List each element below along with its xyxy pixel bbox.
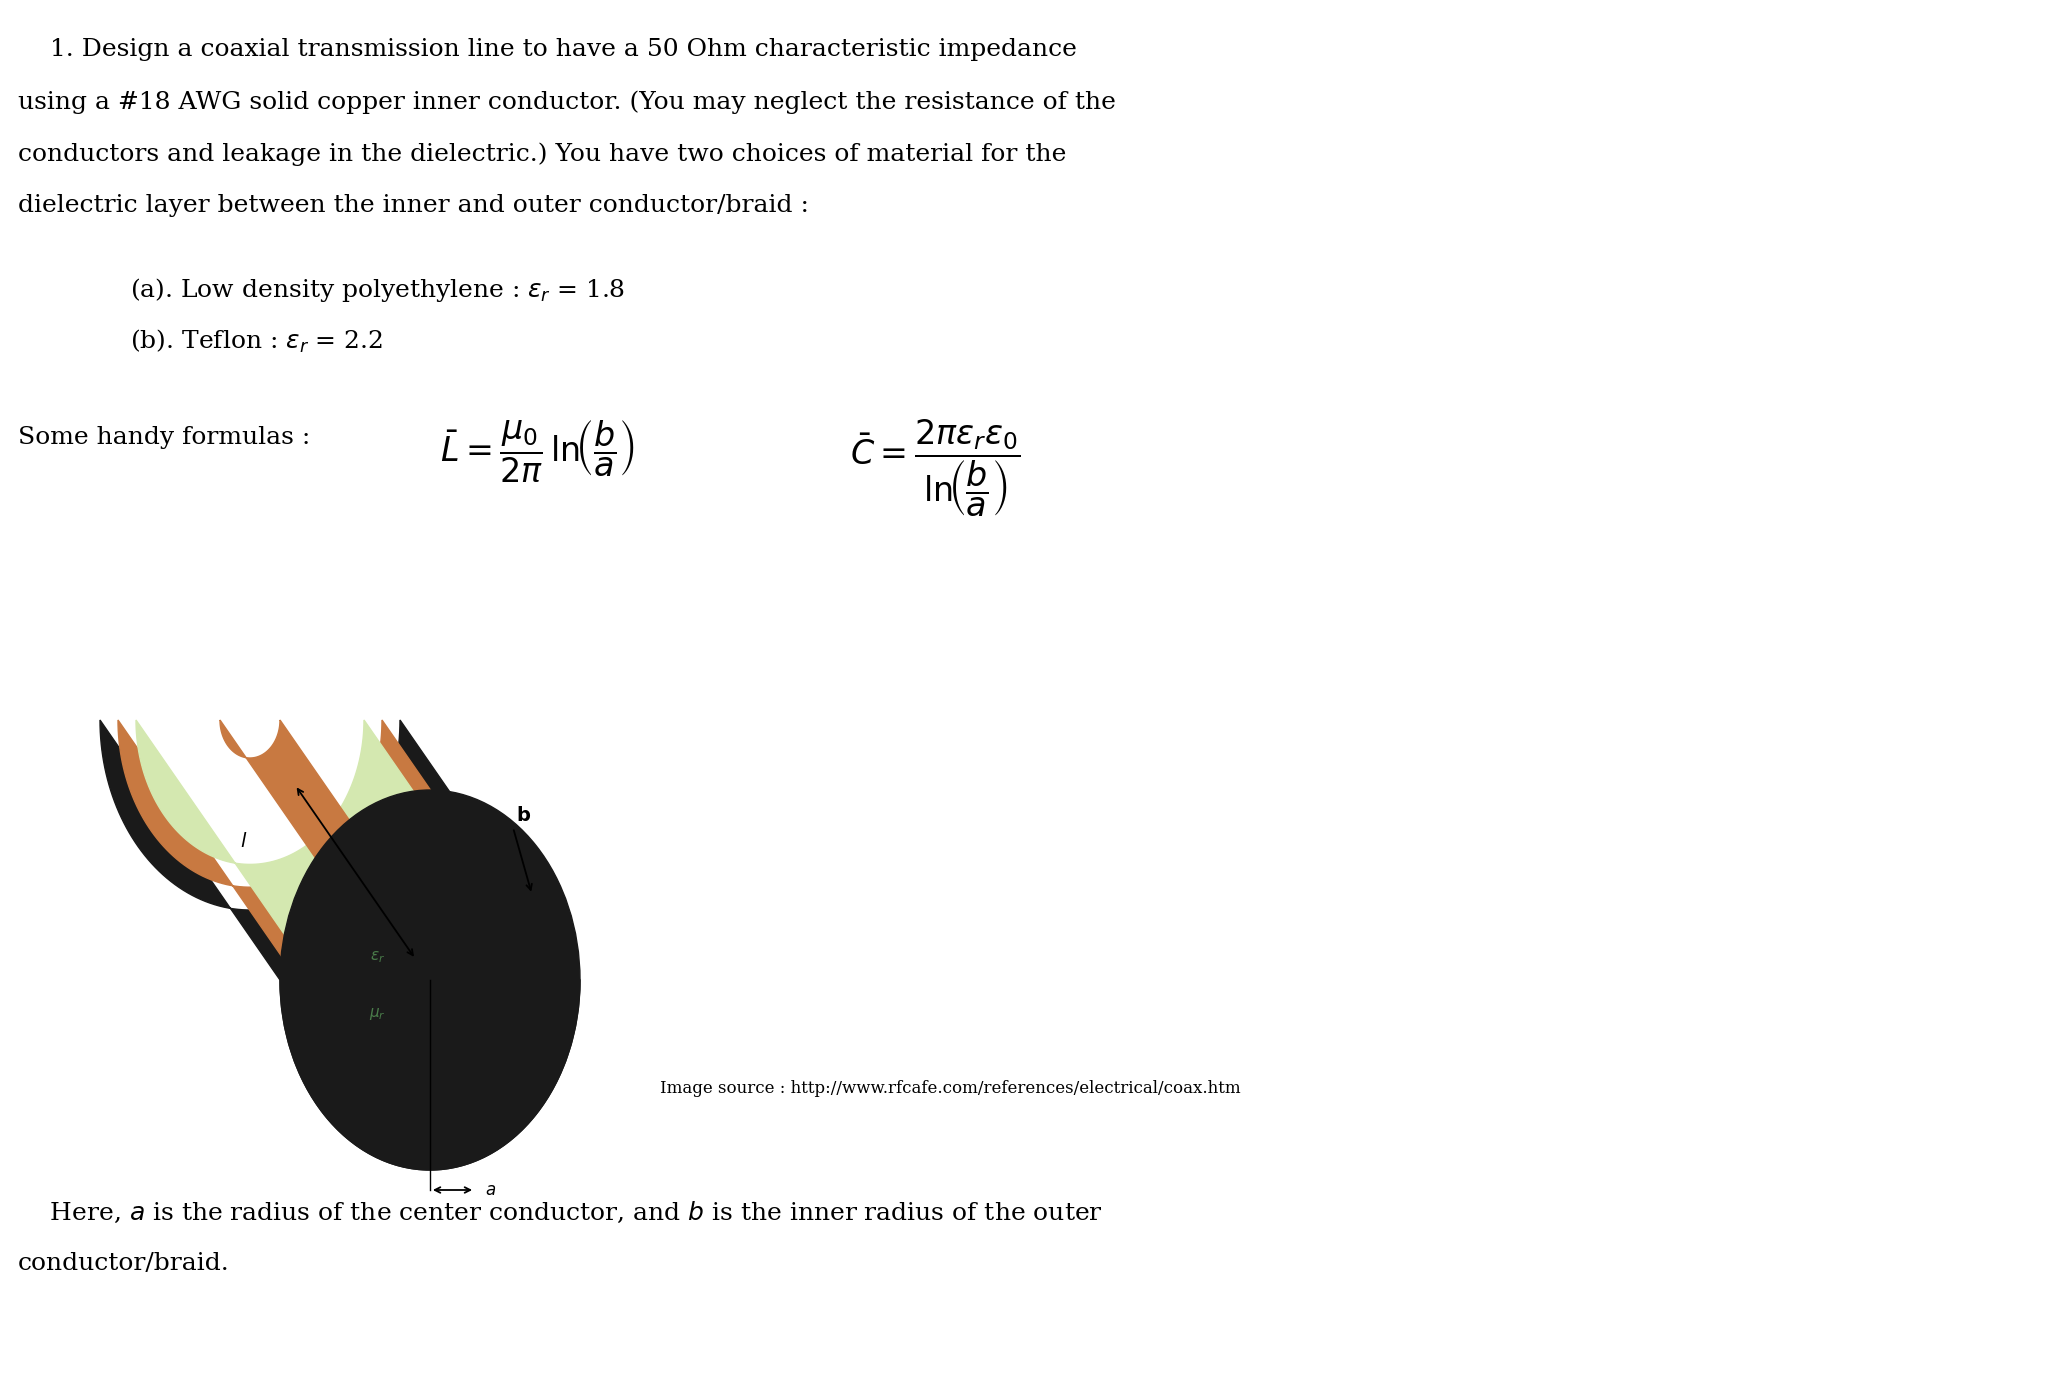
- Text: Here, $\mathit{a}$ is the radius of the center conductor, and $\mathit{b}$ is th: Here, $\mathit{a}$ is the radius of the …: [18, 1200, 1103, 1226]
- Text: conductor/braid.: conductor/braid.: [18, 1252, 229, 1274]
- Ellipse shape: [299, 813, 563, 1147]
- Ellipse shape: [280, 790, 579, 1170]
- Text: $\bar{L} = \dfrac{\mu_0}{2\pi}\,\mathrm{ln}\!\left(\dfrac{b}{a}\right)$: $\bar{L} = \dfrac{\mu_0}{2\pi}\,\mathrm{…: [440, 418, 634, 484]
- Text: using a #18 AWG solid copper inner conductor. (You may neglect the resistance of: using a #18 AWG solid copper inner condu…: [18, 90, 1115, 113]
- Text: l: l: [239, 831, 246, 851]
- Text: dielectric layer between the inner and outer conductor/braid :: dielectric layer between the inner and o…: [18, 194, 808, 217]
- Ellipse shape: [401, 942, 460, 1018]
- Polygon shape: [135, 720, 544, 1125]
- Text: Some handy formulas :: Some handy formulas :: [18, 427, 319, 449]
- Polygon shape: [119, 720, 563, 1147]
- Text: $\bar{C} = \dfrac{2\pi\varepsilon_r\varepsilon_0}{\mathrm{ln}\!\left(\dfrac{b}{a: $\bar{C} = \dfrac{2\pi\varepsilon_r\vare…: [849, 418, 1021, 519]
- Polygon shape: [100, 720, 579, 1170]
- Ellipse shape: [417, 965, 442, 995]
- Text: $\varepsilon_r$: $\varepsilon_r$: [370, 950, 385, 965]
- Text: b: b: [516, 806, 530, 825]
- Text: Image source : http://www.rfcafe.com/references/electrical/coax.htm: Image source : http://www.rfcafe.com/ref…: [661, 1080, 1240, 1097]
- Text: 1. Design a coaxial transmission line to have a 50 Ohm characteristic impedance: 1. Design a coaxial transmission line to…: [18, 38, 1076, 62]
- Text: conductors and leakage in the dielectric.) You have two choices of material for : conductors and leakage in the dielectric…: [18, 143, 1066, 165]
- Text: (b). Teflon : $\varepsilon_r$ = 2.2: (b). Teflon : $\varepsilon_r$ = 2.2: [131, 327, 383, 355]
- Ellipse shape: [315, 835, 544, 1125]
- Text: a: a: [485, 1181, 495, 1199]
- Text: (a). Low density polyethylene : $\varepsilon_r$ = 1.8: (a). Low density polyethylene : $\vareps…: [131, 276, 624, 304]
- Polygon shape: [221, 720, 460, 1018]
- Text: $\mu_r$: $\mu_r$: [368, 1006, 387, 1023]
